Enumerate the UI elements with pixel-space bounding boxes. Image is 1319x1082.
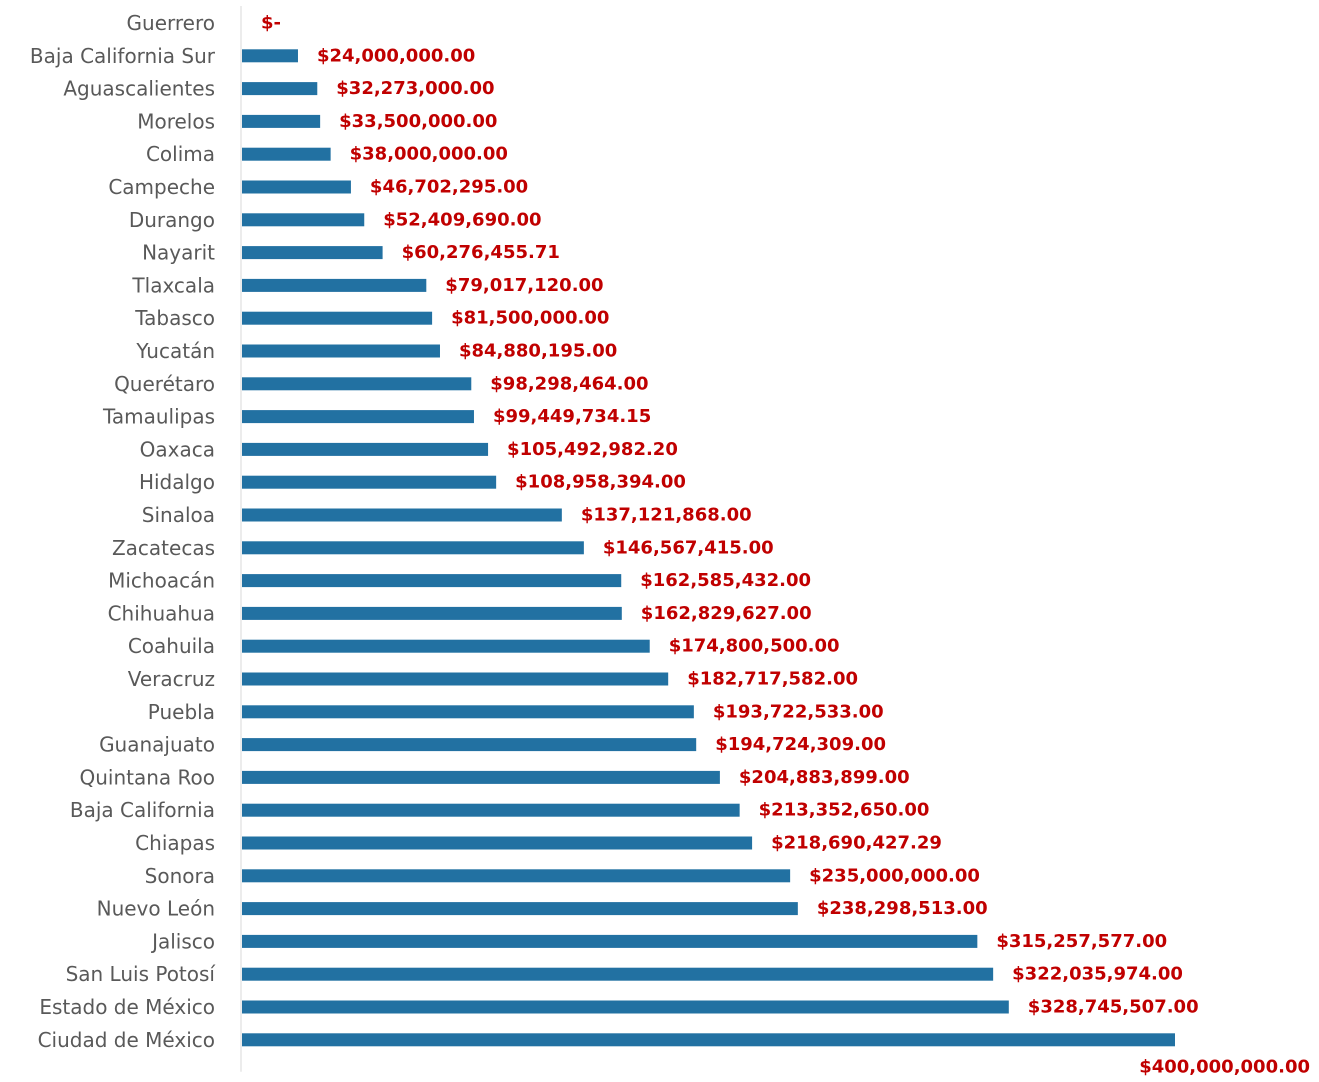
bar-puebla: [242, 705, 694, 719]
category-label-durango: Durango: [129, 208, 215, 232]
bar-queretaro: [242, 377, 472, 391]
bar-hidalgo: [242, 475, 497, 489]
bar-tlaxcala: [242, 278, 427, 292]
value-label-veracruz: $182,717,582.00: [687, 669, 858, 690]
value-label-coahuila: $174,800,500.00: [669, 636, 840, 657]
value-label-nuevo-leon: $238,298,513.00: [817, 898, 988, 919]
category-label-sonora: Sonora: [145, 864, 215, 888]
value-label-nayarit: $60,276,455.71: [402, 242, 560, 263]
value-label-chiapas: $218,690,427.29: [771, 833, 942, 854]
value-label-queretaro: $98,298,464.00: [490, 373, 648, 394]
value-label-estado-de-mexico: $328,745,507.00: [1028, 997, 1199, 1018]
category-label-san-luis-potosi: San Luis Potosí: [66, 962, 217, 986]
bar-nayarit: [242, 246, 383, 260]
value-label-michoacan: $162,585,432.00: [640, 570, 811, 591]
value-label-tabasco: $81,500,000.00: [451, 308, 609, 329]
bar-baja-california-sur: [242, 49, 298, 63]
category-label-ciudad-de-mexico: Ciudad de México: [38, 1028, 215, 1052]
bar-estado-de-mexico: [242, 1000, 1009, 1014]
category-label-baja-california: Baja California: [70, 798, 215, 822]
value-label-chihuahua: $162,829,627.00: [641, 603, 812, 624]
bar-guanajuato: [242, 738, 697, 752]
bar-san-luis-potosi: [242, 967, 994, 981]
bar-chihuahua: [242, 606, 622, 620]
value-label-hidalgo: $108,958,394.00: [515, 472, 686, 493]
category-label-puebla: Puebla: [148, 700, 215, 724]
bar-baja-california: [242, 803, 740, 817]
value-label-campeche: $46,702,295.00: [370, 177, 528, 198]
value-label-oaxaca: $105,492,982.20: [507, 439, 678, 460]
value-label-tlaxcala: $79,017,120.00: [445, 275, 603, 296]
category-label-tlaxcala: Tlaxcala: [131, 273, 215, 297]
value-label-baja-california-sur: $24,000,000.00: [317, 45, 475, 66]
bar-veracruz: [242, 672, 669, 686]
category-label-yucatan: Yucatán: [135, 339, 215, 363]
category-label-chihuahua: Chihuahua: [108, 601, 215, 625]
category-label-zacatecas: Zacatecas: [112, 536, 215, 560]
category-label-tamaulipas: Tamaulipas: [102, 405, 215, 429]
value-label-aguascalientes: $32,273,000.00: [336, 78, 494, 99]
bar-colima: [242, 147, 331, 161]
category-label-sinaloa: Sinaloa: [142, 503, 215, 527]
category-label-campeche: Campeche: [108, 175, 215, 199]
category-label-coahuila: Coahuila: [128, 634, 215, 658]
bar-sonora: [242, 869, 791, 883]
value-label-jalisco: $315,257,577.00: [996, 931, 1167, 952]
category-label-guerrero: Guerrero: [127, 11, 215, 35]
value-label-guerrero: $-: [261, 13, 281, 34]
value-label-morelos: $33,500,000.00: [339, 111, 497, 132]
category-label-baja-california-sur: Baja California Sur: [30, 44, 216, 68]
category-label-hidalgo: Hidalgo: [139, 470, 215, 494]
bar-durango: [242, 213, 365, 227]
bar-aguascalientes: [242, 82, 318, 96]
bar-sinaloa: [242, 508, 562, 522]
value-label-ciudad-de-mexico: $400,000,000.00: [1139, 1056, 1310, 1077]
category-label-guanajuato: Guanajuato: [99, 733, 215, 757]
value-label-guanajuato: $194,724,309.00: [715, 734, 886, 755]
bar-jalisco: [242, 934, 978, 948]
bar-zacatecas: [242, 541, 584, 555]
category-label-michoacan: Michoacán: [108, 569, 215, 593]
category-label-nayarit: Nayarit: [142, 241, 215, 265]
category-label-morelos: Morelos: [137, 109, 215, 133]
bar-yucatan: [242, 344, 440, 358]
category-label-jalisco: Jalisco: [150, 929, 215, 953]
category-label-tabasco: Tabasco: [134, 306, 215, 330]
value-label-sinaloa: $137,121,868.00: [581, 505, 752, 526]
value-label-san-luis-potosi: $322,035,974.00: [1012, 964, 1183, 985]
value-label-tamaulipas: $99,449,734.15: [493, 406, 651, 427]
bar-michoacan: [242, 574, 622, 588]
bar-ciudad-de-mexico: [242, 1033, 1175, 1047]
bar-oaxaca: [242, 442, 489, 456]
value-label-baja-california: $213,352,650.00: [759, 800, 930, 821]
category-label-chiapas: Chiapas: [135, 831, 215, 855]
category-label-estado-de-mexico: Estado de México: [39, 995, 215, 1019]
bar-coahuila: [242, 639, 650, 653]
category-label-veracruz: Veracruz: [128, 667, 215, 691]
bar-campeche: [242, 180, 351, 194]
bar-nuevo-leon: [242, 902, 798, 916]
category-label-oaxaca: Oaxaca: [140, 437, 215, 461]
bar-chiapas: [242, 836, 753, 850]
category-label-queretaro: Querétaro: [114, 372, 215, 396]
bar-tabasco: [242, 311, 433, 325]
category-label-aguascalientes: Aguascalientes: [63, 77, 215, 101]
bar-morelos: [242, 114, 321, 128]
value-label-colima: $38,000,000.00: [350, 144, 508, 165]
value-label-quintana-roo: $204,883,899.00: [739, 767, 910, 788]
bar-quintana-roo: [242, 770, 720, 784]
category-label-quintana-roo: Quintana Roo: [79, 765, 215, 789]
value-label-sonora: $235,000,000.00: [809, 865, 980, 886]
bar-tamaulipas: [242, 410, 474, 424]
category-label-nuevo-leon: Nuevo León: [97, 897, 215, 921]
value-label-puebla: $193,722,533.00: [713, 701, 884, 722]
category-label-colima: Colima: [146, 142, 215, 166]
value-label-durango: $52,409,690.00: [383, 209, 541, 230]
value-label-yucatan: $84,880,195.00: [459, 341, 617, 362]
value-label-zacatecas: $146,567,415.00: [603, 537, 774, 558]
